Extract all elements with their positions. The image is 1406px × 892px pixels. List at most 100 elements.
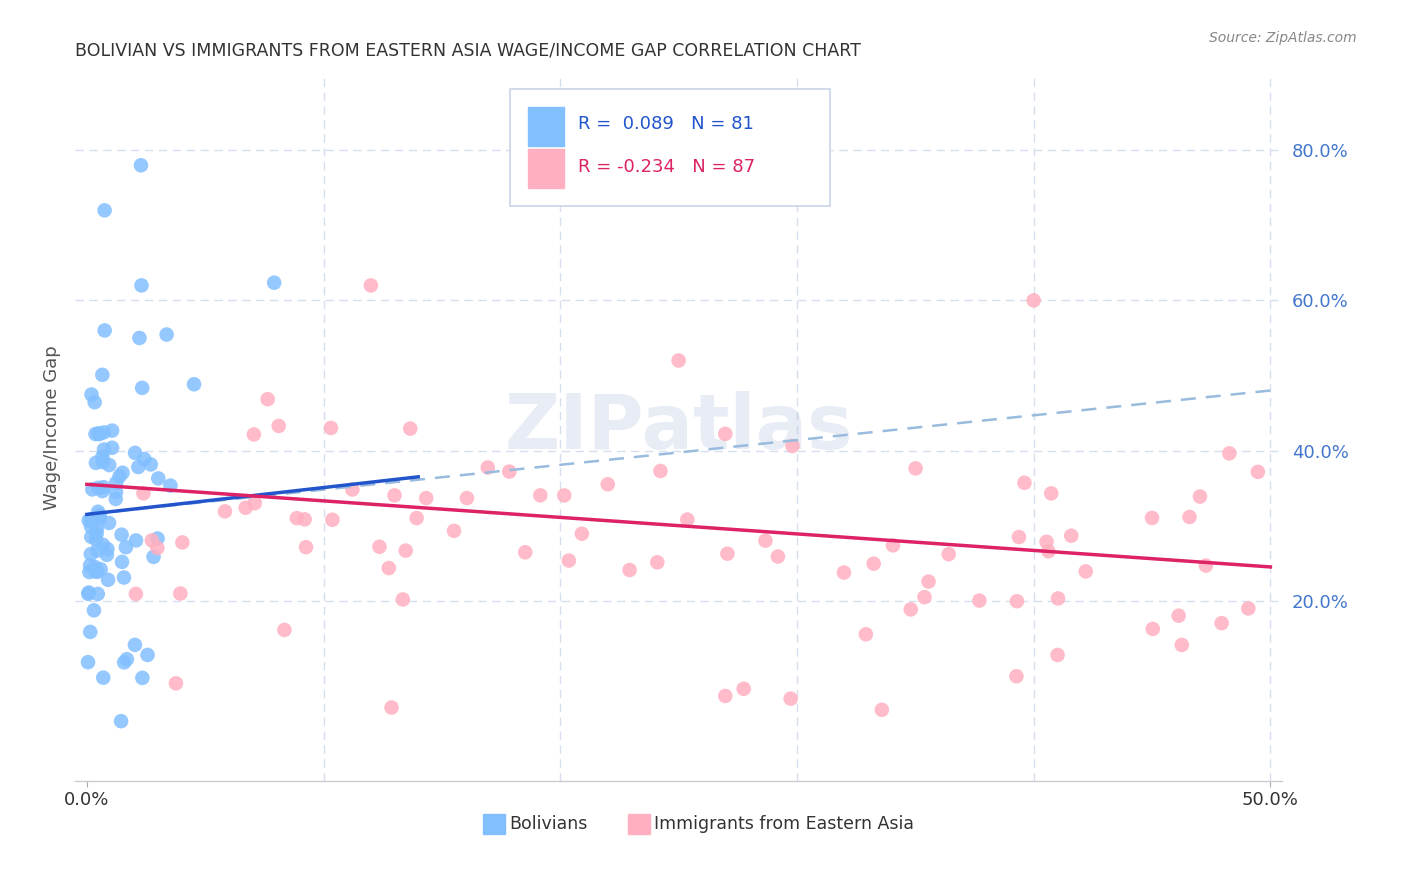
- Point: [1237, 601, 1260, 615]
- Point: [1022, 293, 1045, 308]
- FancyBboxPatch shape: [628, 814, 650, 834]
- FancyBboxPatch shape: [509, 89, 830, 206]
- Point: [405, 511, 427, 525]
- Point: [1218, 446, 1240, 460]
- Point: [1005, 669, 1028, 683]
- Point: [156, 327, 179, 342]
- Point: [1171, 638, 1194, 652]
- Point: [1038, 544, 1060, 558]
- Point: [87, 426, 110, 441]
- Point: [159, 478, 181, 492]
- Point: [596, 477, 619, 491]
- Point: [668, 353, 690, 368]
- Point: [79, 558, 101, 573]
- Point: [273, 623, 295, 637]
- Point: [1140, 511, 1163, 525]
- Point: [84, 565, 107, 579]
- Point: [1014, 475, 1036, 490]
- Point: [285, 511, 308, 525]
- Point: [456, 491, 478, 505]
- Point: [124, 638, 146, 652]
- Point: [1247, 465, 1270, 479]
- Point: [93, 203, 115, 218]
- Point: [86, 565, 108, 579]
- Point: [98, 516, 121, 530]
- Point: [84, 560, 107, 574]
- Point: [1060, 529, 1083, 543]
- Point: [97, 573, 120, 587]
- Point: [415, 491, 437, 505]
- Point: [96, 542, 118, 557]
- Point: [914, 590, 936, 604]
- Point: [882, 538, 904, 552]
- Point: [91, 368, 114, 382]
- Text: R =  0.089   N = 81: R = 0.089 N = 81: [578, 115, 754, 133]
- Point: [214, 504, 236, 518]
- Point: [77, 585, 100, 599]
- Point: [108, 469, 131, 483]
- Point: [243, 427, 266, 442]
- Point: [1188, 490, 1211, 504]
- Point: [368, 540, 391, 554]
- Point: [900, 602, 922, 616]
- Point: [132, 486, 155, 500]
- Point: [395, 543, 418, 558]
- Point: [714, 689, 737, 703]
- Text: ZIPatlas: ZIPatlas: [505, 391, 853, 465]
- Point: [515, 545, 537, 559]
- Text: Immigrants from Eastern Asia: Immigrants from Eastern Asia: [654, 815, 914, 833]
- Point: [146, 541, 169, 555]
- Point: [125, 587, 148, 601]
- Point: [115, 652, 138, 666]
- Point: [125, 533, 148, 548]
- Text: Source: ZipAtlas.com: Source: ZipAtlas.com: [1209, 31, 1357, 45]
- Point: [1035, 534, 1057, 549]
- Point: [77, 513, 100, 527]
- Point: [112, 570, 135, 584]
- Point: [127, 460, 149, 475]
- Point: [134, 452, 156, 467]
- Point: [1211, 616, 1233, 631]
- Point: [115, 540, 138, 554]
- Point: [77, 655, 100, 669]
- Point: [1046, 648, 1069, 662]
- Point: [98, 458, 121, 472]
- Point: [148, 471, 170, 485]
- Point: [141, 533, 163, 548]
- Y-axis label: Wage/Income Gap: Wage/Income Gap: [44, 346, 60, 510]
- Point: [84, 533, 107, 547]
- FancyBboxPatch shape: [527, 149, 564, 188]
- Point: [172, 535, 194, 549]
- Point: [384, 488, 406, 502]
- Point: [80, 530, 103, 544]
- FancyBboxPatch shape: [484, 814, 505, 834]
- Point: [558, 553, 581, 567]
- Point: [131, 671, 153, 685]
- Point: [105, 475, 128, 490]
- Point: [80, 387, 103, 401]
- Point: [91, 450, 114, 464]
- Point: [650, 464, 672, 478]
- Point: [165, 676, 187, 690]
- Point: [89, 511, 111, 525]
- Point: [571, 526, 593, 541]
- Point: [128, 331, 150, 345]
- Point: [79, 565, 101, 579]
- Point: [110, 714, 132, 728]
- Point: [82, 483, 104, 497]
- Point: [136, 648, 159, 662]
- Point: [733, 681, 755, 696]
- Point: [91, 671, 114, 685]
- Point: [101, 424, 124, 438]
- Text: Bolivians: Bolivians: [509, 815, 588, 833]
- Point: [380, 700, 402, 714]
- Point: [1178, 510, 1201, 524]
- Point: [766, 549, 789, 564]
- Point: [779, 691, 801, 706]
- Point: [91, 484, 114, 499]
- Point: [553, 488, 575, 502]
- Point: [855, 627, 877, 641]
- Text: BOLIVIAN VS IMMIGRANTS FROM EASTERN ASIA WAGE/INCOME GAP CORRELATION CHART: BOLIVIAN VS IMMIGRANTS FROM EASTERN ASIA…: [75, 42, 860, 60]
- Point: [235, 500, 257, 515]
- Point: [104, 491, 127, 506]
